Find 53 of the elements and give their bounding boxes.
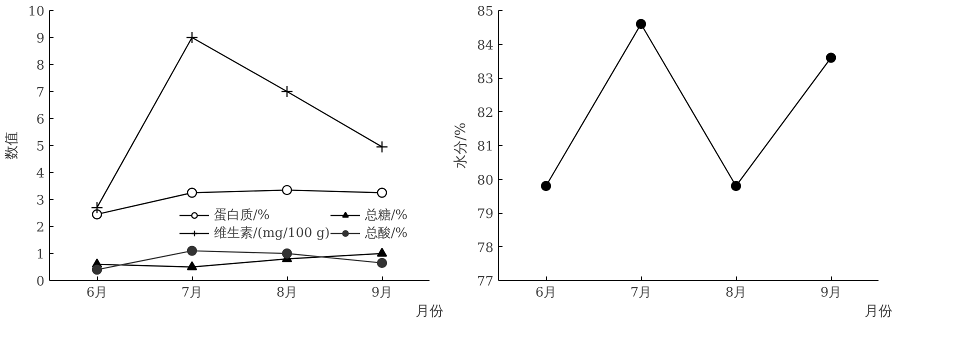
x-tick-label: 8月 [725, 286, 747, 300]
point [92, 264, 102, 275]
point [636, 18, 646, 30]
y-tick-label: 8 [36, 58, 45, 74]
point [540, 180, 552, 192]
y-tick-label: 5 [36, 140, 45, 154]
y-tick-label: 85 [476, 4, 494, 20]
point [186, 261, 198, 270]
point [186, 246, 198, 256]
x-tick-label: 6月 [535, 286, 557, 300]
point [282, 248, 292, 259]
point [376, 140, 388, 153]
legend-label: 蛋白质/% [214, 207, 270, 224]
y-tick-label: 79 [476, 207, 494, 222]
point [376, 258, 388, 268]
point [282, 184, 292, 196]
x-axis-title: 月份 [864, 304, 892, 320]
y-tick-label: 80 [476, 173, 494, 188]
legend-label: 维生素/(mg/100 g) [214, 225, 330, 242]
point [730, 180, 742, 192]
x-axis-title: 月份 [416, 304, 444, 320]
y-tick-label: 3 [36, 194, 45, 208]
x-tick-label: 8月 [276, 286, 298, 300]
y-axis-title: 水分/% [452, 122, 469, 169]
x-tick-label: 9月 [371, 286, 393, 300]
y-tick-label: 81 [476, 140, 494, 154]
y-tick-label: 0 [36, 274, 45, 290]
y-tick-label: 83 [476, 72, 494, 87]
point [186, 31, 198, 44]
legend-label: 总糖/% [364, 207, 408, 224]
y-tick-label: 6 [36, 112, 45, 128]
y-tick-label: 2 [36, 220, 45, 236]
point [92, 209, 102, 220]
y-tick-label: 1 [36, 248, 45, 262]
x-tick-label: 6月 [86, 286, 108, 300]
point [376, 188, 388, 198]
point [280, 85, 294, 98]
y-tick-label: 78 [476, 240, 494, 256]
y-tick-label: 7 [36, 86, 45, 100]
y-tick-label: 9 [36, 32, 45, 46]
point [186, 188, 198, 198]
legend-label: 总酸/% [364, 225, 408, 242]
y-tick-label: 4 [36, 166, 45, 182]
y-tick-label: 10 [28, 4, 45, 20]
y-tick-label: 84 [476, 38, 494, 54]
x-tick-label: 7月 [181, 286, 203, 300]
x-tick-label: 7月 [630, 286, 652, 300]
x-tick-label: 9月 [820, 286, 842, 300]
y-axis-title: 数值 [4, 132, 20, 160]
y-tick-label: 82 [476, 106, 494, 121]
point [826, 52, 836, 63]
point [376, 248, 388, 257]
y-tick-label: 77 [476, 274, 494, 290]
